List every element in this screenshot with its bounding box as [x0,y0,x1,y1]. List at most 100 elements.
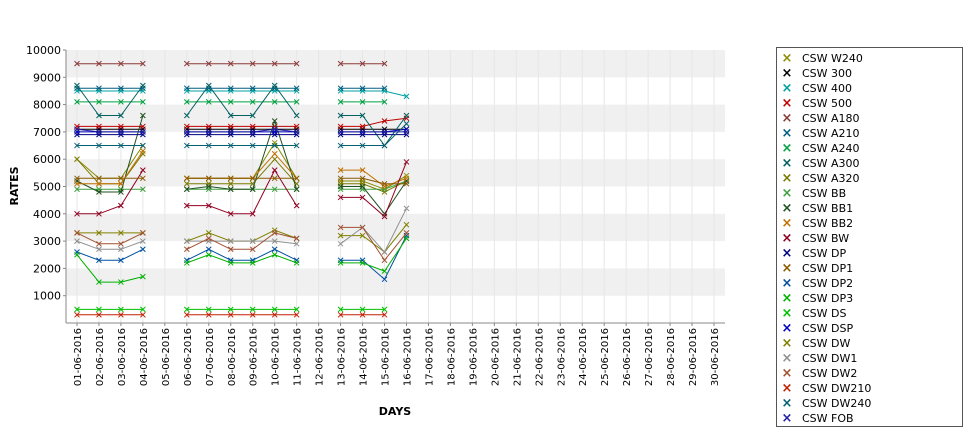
data-point [337,232,344,239]
data-point [183,186,190,193]
data-point [227,142,234,149]
series-4 [74,60,388,67]
legend-marker-icon: × [781,50,793,66]
data-point [403,235,410,242]
data-point [140,60,146,67]
data-point [96,60,102,67]
data-point [74,251,80,258]
x-tick-label: 24-06-2016 [578,328,589,386]
x-tick-label: 12-06-2016 [315,328,326,386]
data-point [96,112,102,119]
y-tick-label: 7000 [33,126,61,139]
legend-item: × CSW 500 [781,95,853,111]
data-point [271,175,278,182]
legend-item: × CSW BB2 [781,216,854,231]
data-point [249,85,256,92]
data-point [359,167,366,173]
legend-marker-icon: × [781,170,793,186]
data-point [227,129,234,135]
legend-label: CSW DW1 [802,352,858,365]
data-point [293,311,300,318]
x-tick-label: 02-06-2016 [95,328,106,386]
data-point [293,99,300,105]
data-point [293,85,300,92]
data-point [118,112,124,119]
data-point [227,180,234,187]
data-point [74,60,80,67]
x-tick-label: 10-06-2016 [271,328,282,386]
data-point [271,306,278,313]
data-point [96,129,102,135]
legend-item: × CSW DP3 [781,290,854,306]
legend-label: CSW A240 [802,142,860,155]
x-tick-label: 06-06-2016 [183,328,194,386]
series-5 [74,85,388,92]
legend-marker-icon: × [781,290,793,306]
data-point [74,230,80,236]
legend-item: × CSW DW [781,336,851,351]
series-line [76,238,407,283]
data-point [249,186,256,193]
data-point [140,246,146,253]
series-23 [74,120,410,149]
data-point [271,82,278,89]
data-point [249,246,256,253]
grid-band [66,104,725,132]
y-tick-label: 3000 [33,235,61,248]
data-point [74,311,80,318]
legend-marker-icon: × [781,125,793,141]
x-tick-label: 26-06-2016 [622,328,633,386]
series-line [76,235,407,281]
data-point [205,129,212,135]
legend-marker-icon: × [781,80,793,96]
data-point [74,210,80,217]
legend-label: CSW DSP [802,322,854,335]
data-point [271,156,278,163]
legend-marker-icon: × [781,95,793,111]
data-point [271,126,278,133]
y-tick-label: 8000 [33,99,61,112]
data-point [381,276,388,283]
data-point [337,142,344,149]
legend-label: CSW DP1 [802,262,854,275]
data-point [359,311,366,318]
x-tick-label: 13-06-2016 [337,328,348,386]
legend-item: × CSW A300 [781,156,860,171]
data-point [359,123,366,130]
x-tick-label: 15-06-2016 [381,328,392,386]
data-point [118,85,124,92]
data-point [359,142,366,149]
data-point [205,183,212,190]
legend-item: × CSW FOB [781,411,854,426]
x-tick-label: 27-06-2016 [644,328,655,386]
data-point [140,99,146,105]
data-point [118,257,124,264]
data-point [183,112,190,119]
y-tick-label: 6000 [33,153,61,166]
data-point [359,175,366,182]
data-point [293,202,300,209]
legend-marker-icon: × [781,275,793,291]
data-point [227,311,234,318]
data-point [140,148,146,154]
data-point [227,175,234,182]
data-point [96,142,102,149]
data-point [249,260,256,266]
legend-label: CSW DW240 [802,397,872,410]
data-point [249,129,256,135]
data-point [74,238,80,244]
data-point [337,224,344,231]
grid-band [66,268,725,296]
data-point [337,306,344,313]
data-point [96,180,102,187]
data-point [337,123,344,130]
data-point [381,249,388,255]
data-point [74,99,80,105]
data-point [118,60,124,67]
data-point [249,60,256,67]
data-point [359,129,366,135]
legend-item: × CSW DW240 [781,396,872,411]
legend-item: × CSW 300 [781,66,853,81]
data-point [74,180,80,187]
data-point [337,85,344,92]
